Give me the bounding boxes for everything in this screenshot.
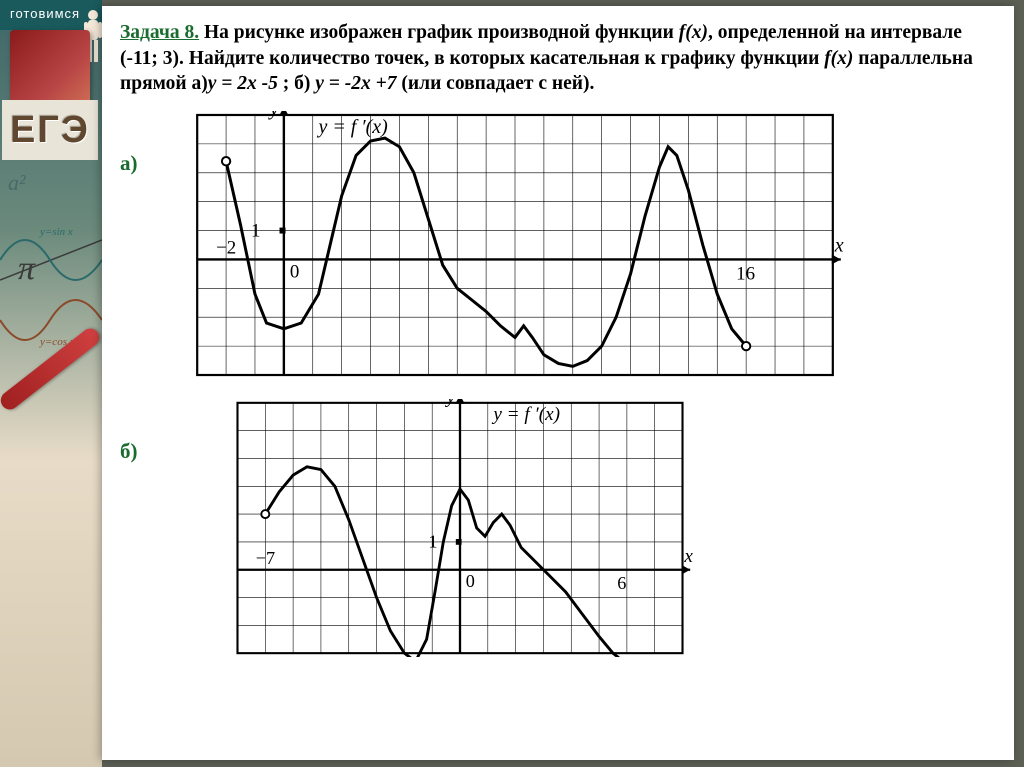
fx-1: f(x) <box>679 22 708 43</box>
svg-text:1: 1 <box>251 221 260 242</box>
part-b-label: б) <box>120 399 170 464</box>
graph-row-a: а) y x y = f ′(x) 0 1 −2 16 <box>120 111 990 379</box>
fx-2: f(x) <box>824 48 853 69</box>
svg-text:−7: −7 <box>256 548 275 568</box>
exam-logo: ЕГЭ <box>2 100 98 160</box>
svg-text:0: 0 <box>466 571 475 591</box>
graph-b: y x y = f ′(x) 0 1 −7 6 <box>210 399 710 657</box>
problem-statement: Задача 8. На рисунке изображен график пр… <box>120 20 990 97</box>
problem-body-4: ; б) <box>278 73 315 94</box>
svg-text:y: y <box>445 399 456 408</box>
eq-a: y = 2x -5 <box>208 73 278 94</box>
svg-text:16: 16 <box>736 264 755 285</box>
problem-link: Задача 8. <box>120 22 199 43</box>
svg-text:x: x <box>834 235 844 257</box>
sin-label: y=sin x <box>39 226 73 238</box>
svg-text:x: x <box>683 546 693 567</box>
pi-symbol: π <box>18 250 35 288</box>
svg-text:1: 1 <box>428 532 437 552</box>
graph-row-b: б) y x y = f ′(x) 0 1 −7 6 <box>120 399 990 657</box>
svg-text:y = f ′(x): y = f ′(x) <box>491 404 560 425</box>
svg-text:0: 0 <box>290 262 299 283</box>
svg-text:y = f ′(x): y = f ′(x) <box>317 116 389 138</box>
page-content: Задача 8. На рисунке изображен график пр… <box>102 6 1014 760</box>
svg-text:y: y <box>268 111 279 120</box>
a-squared-label: a² <box>8 170 26 195</box>
svg-text:−2: −2 <box>216 238 236 259</box>
problem-body-1: На рисунке изображен график производной … <box>199 22 679 43</box>
problem-body-5: (или совпадает с ней). <box>397 73 595 94</box>
eq-b: y = -2x +7 <box>315 73 396 94</box>
svg-text:6: 6 <box>617 573 626 593</box>
math-background: a² y=sin x y=cos x <box>0 160 102 460</box>
part-a-label: а) <box>120 111 170 176</box>
graph-a: y x y = f ′(x) 0 1 −2 16 <box>170 111 860 379</box>
decorative-sidebar: готовимся к ЕГЭ a² y=sin x y=cos x π <box>0 0 102 767</box>
